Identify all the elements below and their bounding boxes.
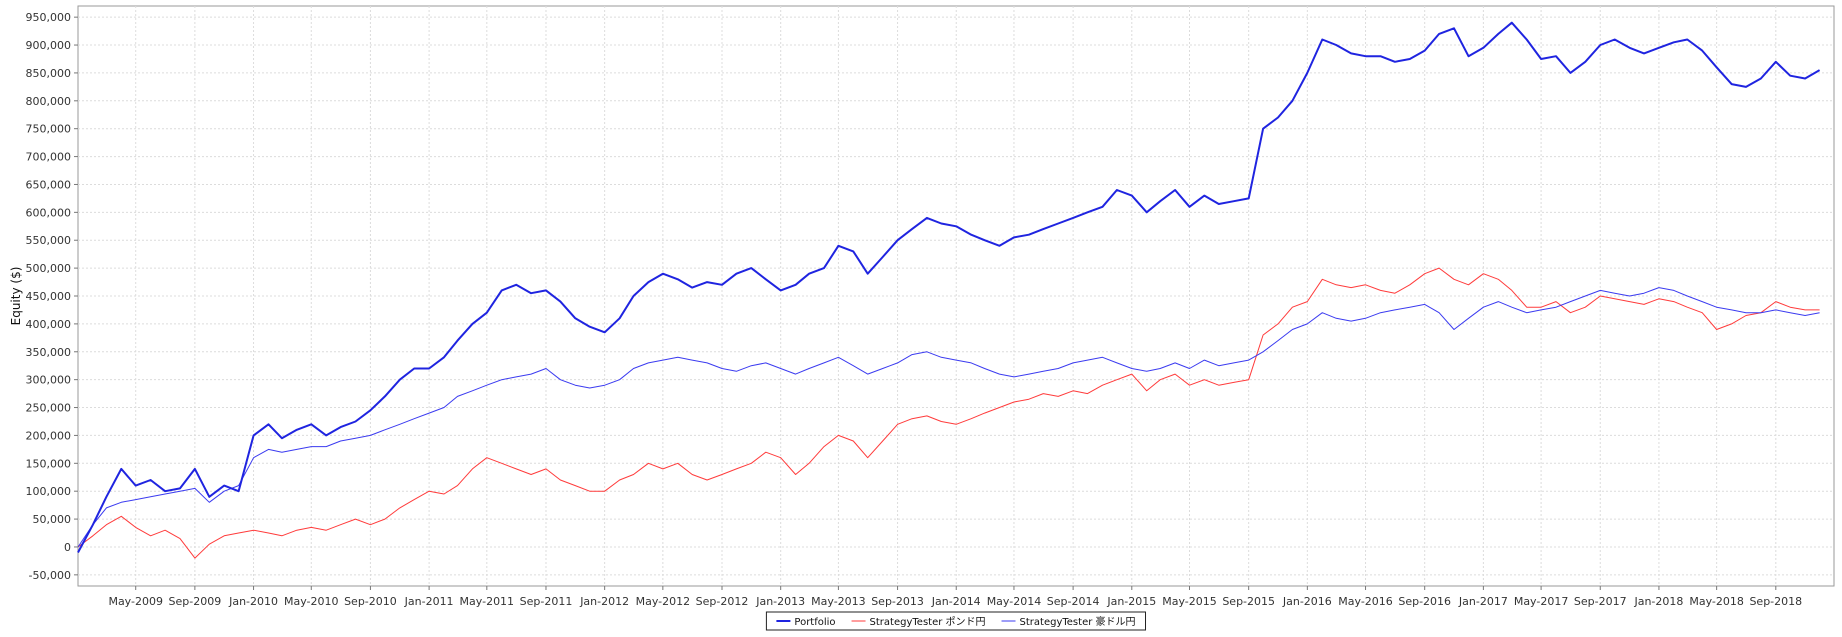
chart-legend: Portfolio StrategyTester ポンド円 StrategyTest… [765, 611, 1147, 631]
x-tick-label: Sep-2018 [1749, 595, 1802, 608]
x-tick-label: Jan-2017 [1458, 595, 1508, 608]
x-tick-label: Sep-2012 [696, 595, 749, 608]
x-tick-label: May-2013 [811, 595, 866, 608]
y-tick-label: 950,000 [26, 11, 72, 24]
y-tick-label: 300,000 [26, 374, 72, 387]
y-tick-label: 250,000 [26, 402, 72, 415]
x-tick-label: Sep-2013 [871, 595, 924, 608]
x-tick-label: Jan-2016 [1282, 595, 1332, 608]
y-tick-label: 650,000 [26, 178, 72, 191]
y-tick-label: 700,000 [26, 151, 72, 164]
x-tick-label: May-2017 [1514, 595, 1569, 608]
x-tick-label: Jan-2012 [579, 595, 629, 608]
x-tick-label: Jan-2018 [1633, 595, 1683, 608]
y-tick-label: 600,000 [26, 206, 72, 219]
series-line-2 [77, 287, 1820, 548]
x-tick-label: Sep-2009 [169, 595, 222, 608]
y-tick-label: 550,000 [26, 234, 72, 247]
y-tick-label: 750,000 [26, 123, 72, 136]
y-tick-label: 0 [64, 541, 71, 554]
vertical-gridlines [135, 6, 1777, 586]
legend-label: StrategyTester ポンド円 [870, 616, 986, 628]
x-tick-label: Sep-2016 [1398, 595, 1451, 608]
x-tick-label: Sep-2011 [520, 595, 573, 608]
x-tick-label: May-2012 [636, 595, 691, 608]
x-tick-label: Jan-2015 [1106, 595, 1156, 608]
series-layer [77, 21, 1821, 559]
x-tick-label: May-2014 [987, 595, 1042, 608]
x-tick-label: May-2009 [108, 595, 163, 608]
series-line-0 [77, 21, 1821, 553]
x-tick-label: Sep-2010 [344, 595, 397, 608]
y-tick-label: 500,000 [26, 262, 72, 275]
x-tick-label: Sep-2017 [1574, 595, 1627, 608]
x-tick-label: Sep-2014 [1047, 595, 1100, 608]
x-tick-label: Jan-2014 [931, 595, 981, 608]
y-tick-label: 50,000 [33, 513, 72, 526]
y-tick-label: 350,000 [26, 346, 72, 359]
legend-box [765, 611, 1147, 631]
x-tick-label: Jan-2013 [755, 595, 805, 608]
y-tick-label: 800,000 [26, 95, 72, 108]
x-tick-label: May-2011 [460, 595, 515, 608]
y-axis-label: Equity ($) [9, 267, 23, 326]
y-tick-label: 150,000 [26, 457, 72, 470]
x-tick-label: May-2018 [1689, 595, 1744, 608]
y-tick-label: -50,000 [29, 569, 71, 582]
legend-label: Portfolio [794, 617, 835, 628]
x-tick-label: May-2010 [284, 595, 339, 608]
y-tick-label: 200,000 [26, 429, 72, 442]
x-tick-label: May-2016 [1338, 595, 1393, 608]
x-tick-label: Jan-2011 [404, 595, 454, 608]
x-tick-label: Sep-2015 [1222, 595, 1275, 608]
y-tick-label: 400,000 [26, 318, 72, 331]
y-tick-label: 100,000 [26, 485, 72, 498]
y-tick-label: 450,000 [26, 290, 72, 303]
y-tick-label: 850,000 [26, 67, 72, 80]
x-tick-label: Jan-2010 [228, 595, 278, 608]
y-tick-label: 900,000 [26, 39, 72, 52]
x-tick-label: May-2015 [1162, 595, 1217, 608]
y-axis-ticks: -50,000 0 50,000 100,000 150,000 200,000 250,0… [26, 11, 78, 582]
series-line-1 [77, 267, 1820, 559]
x-axis-ticks: May-2009 Sep-2009 Jan-2010 May-2010 Sep-2010… [108, 586, 1802, 608]
horizontal-gridlines [78, 16, 1834, 576]
legend-label: StrategyTester 豪ドル円 [1020, 615, 1136, 628]
